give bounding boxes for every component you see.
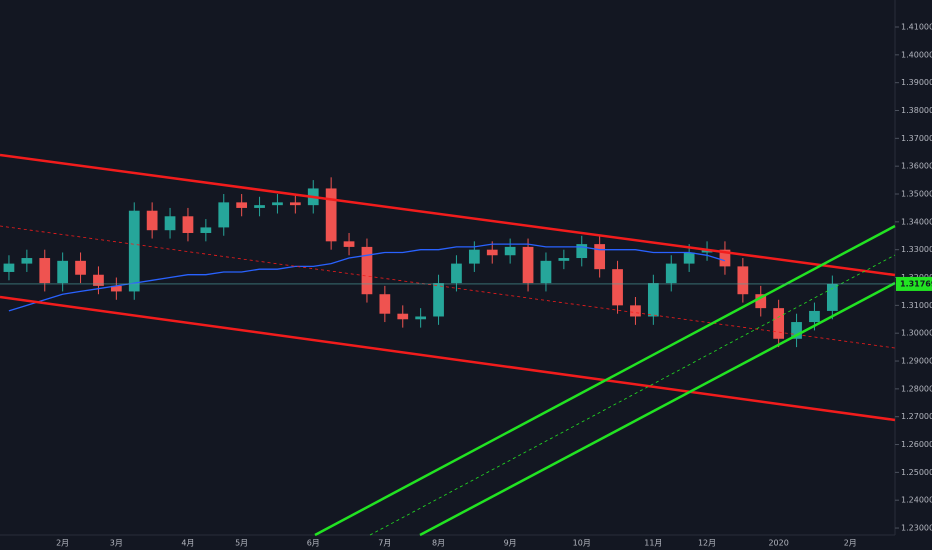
candle-body xyxy=(21,258,33,264)
candle-body xyxy=(701,249,713,253)
candle-body xyxy=(289,202,301,206)
x-tick-label: 7月 xyxy=(378,539,391,548)
y-tick-label: 1.38000 xyxy=(901,106,932,115)
candle-body xyxy=(755,294,767,309)
candle-body xyxy=(665,263,677,284)
candle-body xyxy=(719,249,731,267)
candle-body xyxy=(468,249,480,264)
x-tick-label: 8月 xyxy=(432,539,445,548)
candle-body xyxy=(791,322,802,339)
last-price-label: 1.31769 xyxy=(900,279,932,288)
y-tick-label: 1.33000 xyxy=(901,245,932,254)
candle-body xyxy=(522,246,534,284)
candle-body xyxy=(809,310,820,323)
x-tick-label: 9月 xyxy=(504,539,517,548)
y-tick-label: 1.37000 xyxy=(901,134,932,143)
y-tick-label: 1.29000 xyxy=(901,357,932,366)
x-tick-label: 3月 xyxy=(110,539,123,548)
x-tick-label: 5月 xyxy=(235,539,248,548)
candle-body xyxy=(647,283,659,317)
candle-body xyxy=(343,241,355,247)
y-tick-label: 1.31000 xyxy=(901,301,932,310)
candle-body xyxy=(272,202,283,206)
candle-body xyxy=(128,210,140,292)
channel-mid xyxy=(0,225,896,349)
candle-body xyxy=(110,285,122,292)
y-tick-label: 1.24000 xyxy=(901,496,932,505)
candle-body xyxy=(57,260,69,284)
y-tick-label: 1.35000 xyxy=(901,190,932,199)
y-tick-label: 1.27000 xyxy=(901,412,932,421)
candle-body xyxy=(451,263,462,284)
channel-upper xyxy=(0,153,896,277)
candle-body xyxy=(576,244,588,259)
up-channel-lower xyxy=(419,281,896,537)
candle-body xyxy=(75,260,86,275)
candle-body xyxy=(540,260,552,284)
candle-body xyxy=(236,202,248,208)
candle-body xyxy=(146,210,158,231)
y-tick-label: 1.36000 xyxy=(901,162,932,171)
candle-body xyxy=(93,274,104,286)
candle-body xyxy=(361,246,373,295)
candle-body xyxy=(683,252,695,264)
x-tick-label: 2月 xyxy=(844,539,857,548)
candle-body xyxy=(773,308,785,339)
candle-body xyxy=(433,283,444,317)
up-channel-upper xyxy=(314,224,896,537)
y-tick-label: 1.25000 xyxy=(901,468,932,477)
y-tick-label: 1.26000 xyxy=(901,440,932,449)
candle-body xyxy=(218,202,230,228)
candle-body xyxy=(737,266,749,295)
trendlines xyxy=(0,153,896,537)
channel-lower xyxy=(0,295,896,422)
candle-body xyxy=(379,294,391,314)
y-tick-label: 1.30000 xyxy=(901,329,932,338)
candle-body xyxy=(486,249,498,256)
candle-body xyxy=(594,244,606,270)
x-tick-label: 10月 xyxy=(573,539,591,548)
y-tick-label: 1.34000 xyxy=(901,217,932,226)
x-tick-label: 11月 xyxy=(644,539,662,548)
candle-body xyxy=(415,316,427,320)
x-tick-label: 6月 xyxy=(307,539,320,548)
candle-body xyxy=(558,258,570,261)
candle-body xyxy=(630,305,641,317)
candle-body xyxy=(397,313,409,320)
y-tick-label: 1.40000 xyxy=(901,50,932,59)
last-price-box xyxy=(896,276,932,291)
x-tick-label: 4月 xyxy=(181,539,194,548)
candle-body xyxy=(182,216,194,233)
candle-body xyxy=(164,216,176,231)
candle-body xyxy=(504,246,516,256)
x-tick-label: 2020 xyxy=(768,539,788,548)
candle-body xyxy=(826,283,838,311)
candle-body xyxy=(612,269,623,306)
x-tick-label: 12月 xyxy=(698,539,716,548)
y-tick-label: 1.39000 xyxy=(901,78,932,87)
candle-body xyxy=(325,188,337,242)
x-tick-label: 2月 xyxy=(56,539,69,548)
candle-body xyxy=(254,205,265,208)
candle-body xyxy=(3,263,15,272)
y-tick-label: 1.28000 xyxy=(901,384,932,393)
y-tick-label: 1.23000 xyxy=(901,524,932,533)
candle-body xyxy=(200,227,212,233)
candle-body xyxy=(39,258,51,284)
y-tick-label: 1.41000 xyxy=(901,23,932,32)
